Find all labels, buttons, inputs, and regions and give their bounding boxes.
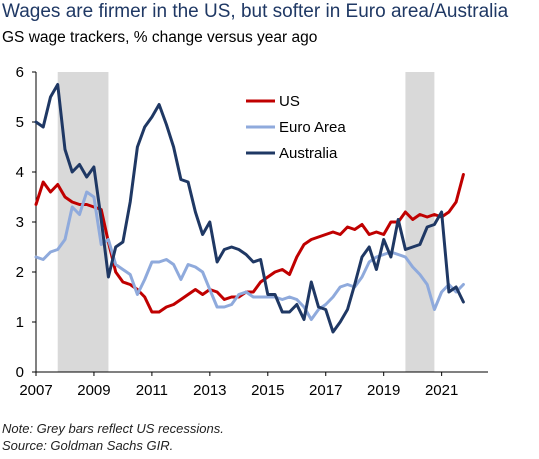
note-source: Source: Goldman Sachs GIR. bbox=[2, 438, 174, 453]
series-line-us bbox=[34, 173, 465, 314]
series-line-australia bbox=[34, 83, 465, 334]
note-recessions: Note: Grey bars reflect US recessions. bbox=[2, 421, 224, 436]
y-tick-label: 3 bbox=[16, 214, 24, 231]
legend-label: US bbox=[279, 93, 300, 110]
x-tick-label: 2015 bbox=[251, 382, 284, 399]
x-tick-label: 2019 bbox=[367, 382, 400, 399]
y-tick-label: 6 bbox=[16, 64, 24, 81]
x-tick-label: 2021 bbox=[425, 382, 458, 399]
x-tick-label: 2009 bbox=[77, 382, 110, 399]
y-tick-label: 1 bbox=[16, 314, 24, 331]
x-tick-label: 2011 bbox=[136, 382, 168, 399]
axes: 0 1 2 3 4 5 6 2007 2009 2011 2013 2015 2017 2019 2021 bbox=[16, 64, 488, 399]
chart-notes: Note: Grey bars reflect US recessions. S… bbox=[2, 420, 224, 454]
y-tick-label: 4 bbox=[16, 164, 24, 181]
y-tick-label: 5 bbox=[16, 114, 24, 131]
y-tick-label: 2 bbox=[16, 264, 24, 281]
recession-bar-1 bbox=[57, 72, 109, 372]
legend-label: Australia bbox=[279, 145, 338, 162]
legend: US Euro Area Australia bbox=[246, 93, 346, 162]
chart-title: Wages are firmer in the US, but softer i… bbox=[2, 1, 509, 22]
recession-bar-2 bbox=[405, 72, 435, 372]
recession-shading bbox=[57, 72, 435, 372]
legend-label: Euro Area bbox=[279, 119, 346, 136]
series-lines bbox=[34, 83, 465, 334]
chart-subtitle: GS wage trackers, % change versus year a… bbox=[2, 29, 318, 46]
x-tick-label: 2017 bbox=[309, 382, 342, 399]
x-tick-label: 2007 bbox=[19, 382, 52, 399]
y-tick-label: 0 bbox=[16, 364, 24, 381]
x-tick-label: 2013 bbox=[193, 382, 226, 399]
